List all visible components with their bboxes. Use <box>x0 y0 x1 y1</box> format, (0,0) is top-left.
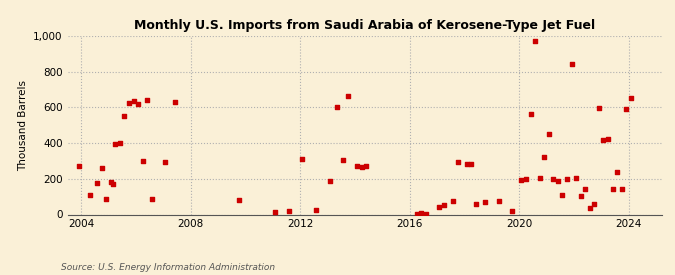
Point <box>108 182 119 186</box>
Text: Source: U.S. Energy Information Administration: Source: U.S. Energy Information Administ… <box>61 263 275 272</box>
Point <box>470 202 481 206</box>
Point <box>128 99 139 103</box>
Point <box>331 105 342 109</box>
Point <box>466 162 477 167</box>
Point <box>324 179 335 184</box>
Point <box>520 177 531 181</box>
Point <box>603 136 614 141</box>
Point <box>585 206 595 210</box>
Point <box>566 62 577 67</box>
Point <box>439 202 450 207</box>
Point <box>85 192 96 197</box>
Point <box>616 186 627 191</box>
Point <box>543 132 554 136</box>
Point <box>535 176 545 180</box>
Point <box>115 141 126 145</box>
Point <box>434 205 445 210</box>
Point <box>310 208 321 212</box>
Point <box>553 179 564 184</box>
Point <box>138 159 148 163</box>
Point <box>507 209 518 213</box>
Point <box>142 98 153 102</box>
Point <box>598 138 609 142</box>
Point <box>411 211 422 216</box>
Point <box>594 106 605 110</box>
Point <box>297 157 308 161</box>
Point <box>110 142 121 146</box>
Point <box>575 194 586 198</box>
Point <box>570 176 581 180</box>
Point <box>461 162 472 167</box>
Point <box>169 100 180 104</box>
Point <box>284 209 294 213</box>
Point <box>530 39 541 43</box>
Point <box>92 181 103 185</box>
Point <box>343 94 354 98</box>
Point <box>420 211 431 216</box>
Point <box>352 164 362 168</box>
Point <box>146 197 157 202</box>
Y-axis label: Thousand Barrels: Thousand Barrels <box>18 80 28 170</box>
Point <box>557 192 568 197</box>
Point <box>448 199 458 203</box>
Point <box>338 158 349 162</box>
Point <box>626 96 637 101</box>
Point <box>101 197 112 202</box>
Point <box>105 180 116 185</box>
Point <box>356 165 367 169</box>
Point <box>539 155 549 160</box>
Point <box>361 164 372 168</box>
Point <box>269 210 280 214</box>
Point <box>621 107 632 111</box>
Point <box>452 160 463 164</box>
Point <box>580 187 591 192</box>
Point <box>133 101 144 106</box>
Point <box>548 177 559 181</box>
Point <box>493 199 504 203</box>
Point <box>74 164 84 168</box>
Point <box>124 101 134 105</box>
Point <box>97 166 107 170</box>
Point <box>608 186 618 191</box>
Point <box>562 177 572 181</box>
Point <box>516 177 526 182</box>
Point <box>589 202 600 206</box>
Point <box>119 114 130 118</box>
Title: Monthly U.S. Imports from Saudi Arabia of Kerosene-Type Jet Fuel: Monthly U.S. Imports from Saudi Arabia o… <box>134 19 595 32</box>
Point <box>525 112 536 117</box>
Point <box>416 211 427 215</box>
Point <box>612 169 622 174</box>
Point <box>160 160 171 164</box>
Point <box>233 198 244 202</box>
Point <box>479 200 490 204</box>
